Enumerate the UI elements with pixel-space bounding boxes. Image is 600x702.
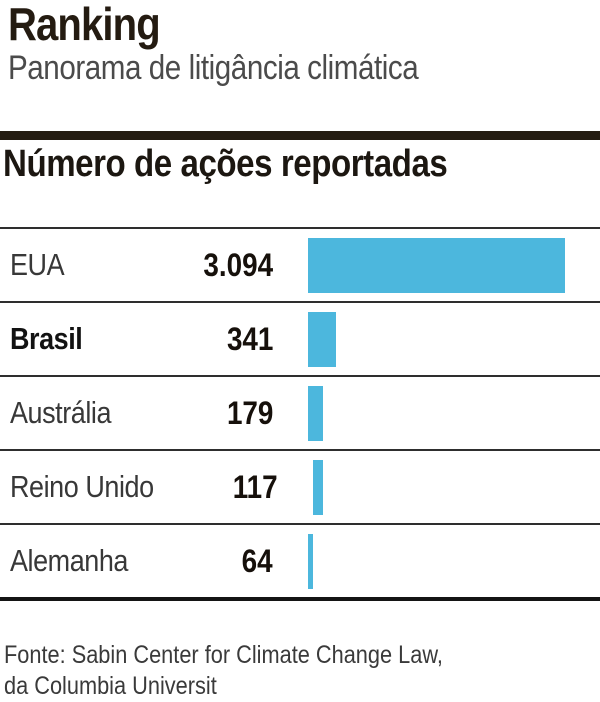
bar: [308, 385, 323, 441]
source-line-1: Fonte: Sabin Center for Climate Change L…: [4, 641, 443, 669]
bar: [308, 533, 313, 589]
table-row: Reino Unido 117: [0, 449, 600, 523]
value-label: 179: [170, 395, 273, 432]
page-title-text: Ranking: [8, 0, 161, 50]
section-divider-rule: [0, 131, 600, 140]
value-axis-header-text: Número de ações reportadas: [3, 143, 448, 185]
country-label: Austrália: [0, 395, 170, 431]
bar-cell: [278, 459, 600, 515]
value-label-text: 117: [233, 468, 279, 505]
bar: [313, 459, 324, 515]
bar-cell: [273, 237, 600, 293]
value-label-text: 179: [226, 394, 273, 431]
country-label: EUA: [0, 247, 170, 283]
value-label-text: 3.094: [203, 246, 273, 283]
value-axis-header: Número de ações reportadas: [3, 142, 514, 186]
bar-cell: [273, 385, 600, 441]
country-label-text: Austrália: [10, 395, 112, 430]
value-label-text: 341: [226, 320, 273, 357]
country-label-text: EUA: [10, 247, 65, 282]
bar: [308, 237, 565, 293]
bar: [308, 311, 336, 367]
page-title: Ranking: [8, 0, 182, 48]
country-label-text: Brasil: [10, 321, 83, 356]
table-row: Austrália 179: [0, 375, 600, 449]
country-label-text: Alemanha: [10, 543, 128, 578]
value-label: 117: [175, 469, 278, 506]
country-label: Alemanha: [0, 543, 170, 579]
value-label: 64: [170, 543, 273, 580]
table-row: Brasil 341: [0, 301, 600, 375]
value-label: 3.094: [170, 247, 273, 284]
bar-chart-table: EUA 3.094 Brasil 341 Austrália 179: [0, 227, 600, 601]
value-label: 341: [170, 321, 273, 358]
chart-subtitle: Panorama de litigância climática: [8, 48, 480, 88]
table-row: Alemanha 64: [0, 523, 600, 597]
country-label: Brasil: [0, 321, 170, 357]
value-label-text: 64: [242, 542, 273, 579]
source-line-2: da Columbia Universit: [4, 672, 217, 700]
bar-cell: [273, 311, 600, 367]
chart-subtitle-text: Panorama de litigância climática: [8, 49, 419, 87]
country-label: Reino Unido: [0, 469, 175, 505]
country-label-text: Reino Unido: [10, 469, 154, 504]
source-note: Fonte: Sabin Center for Climate Change L…: [4, 640, 508, 702]
table-row: EUA 3.094: [0, 227, 600, 301]
bar-cell: [273, 533, 600, 589]
